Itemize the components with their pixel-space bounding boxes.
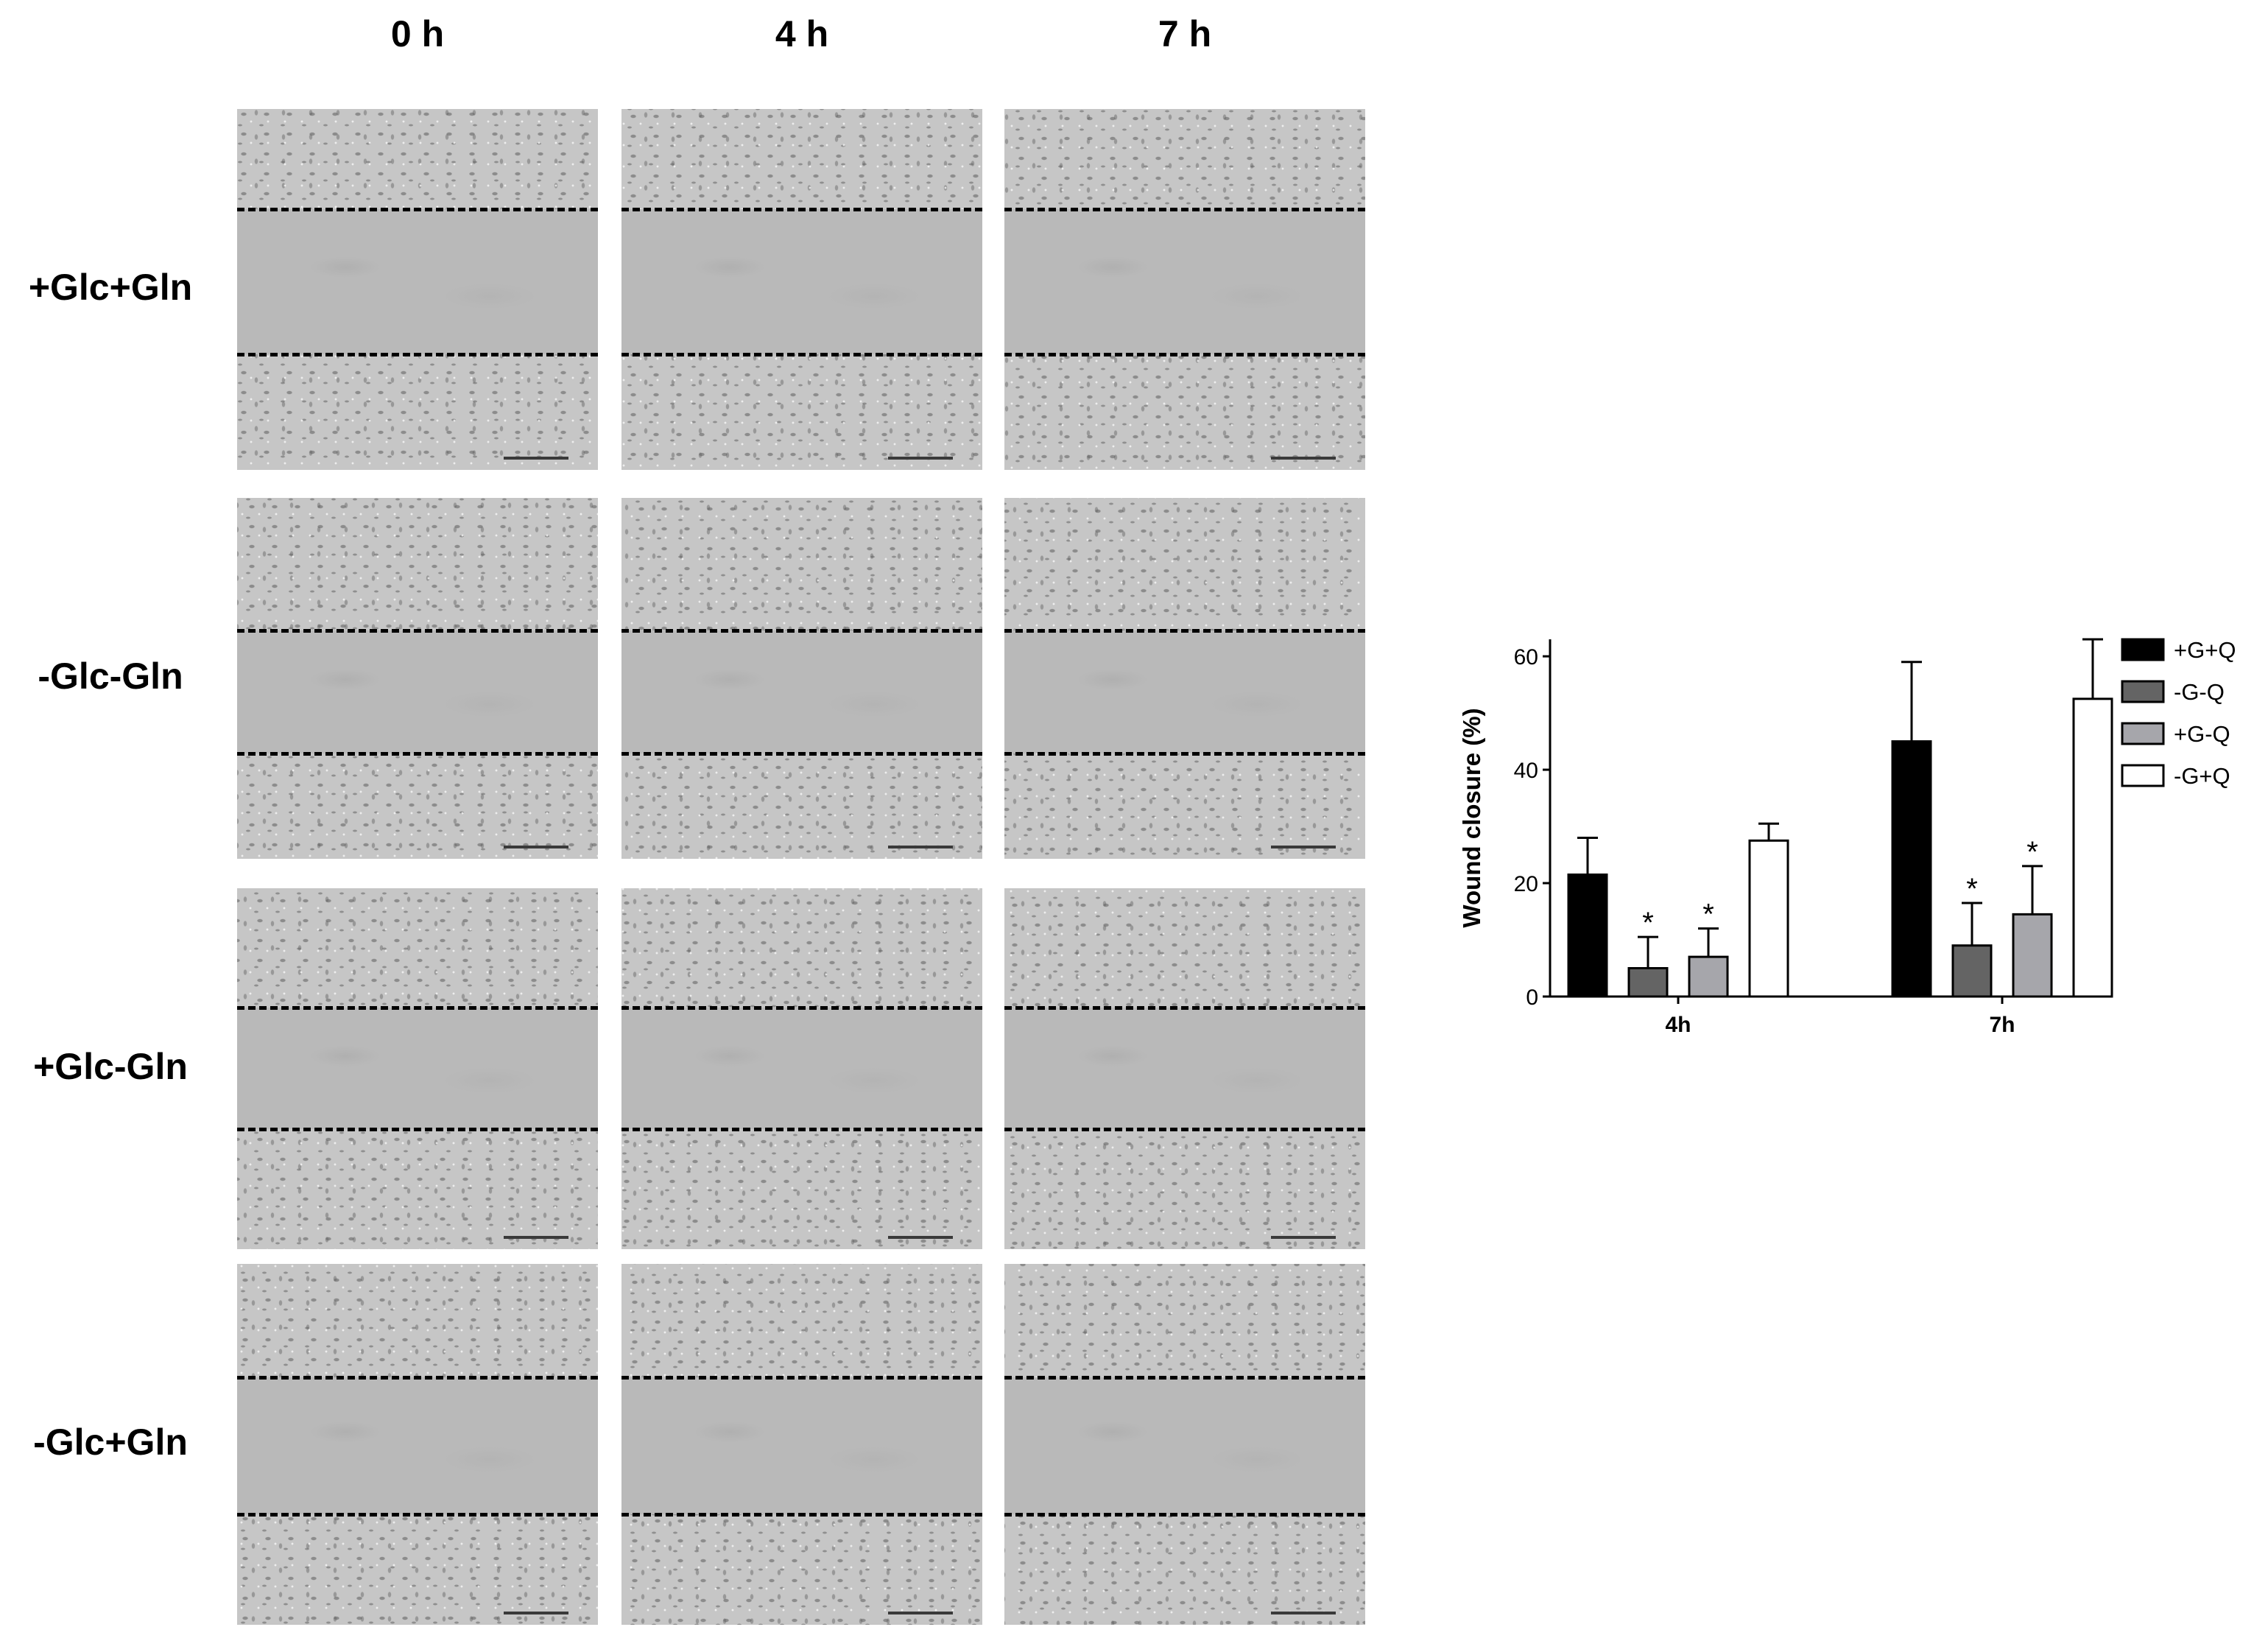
wound-edge-dashed-line — [1004, 1513, 1365, 1517]
bar — [2072, 697, 2113, 998]
scale-bar — [888, 1612, 953, 1614]
significance-asterisk: * — [2026, 836, 2038, 868]
scale-bar — [888, 846, 953, 848]
scale-bar — [1271, 457, 1336, 460]
bar — [1688, 955, 1729, 998]
y-axis-label: Wound closure (%) — [1458, 708, 1485, 927]
wound-edge-dashed-line — [1004, 353, 1365, 356]
wound-edge-dashed-line — [1004, 1376, 1365, 1380]
micrograph-panel — [1004, 1264, 1365, 1625]
bar — [1627, 967, 1669, 998]
x-tick-label: 4h — [1665, 1013, 1691, 1037]
wound-gap — [237, 630, 598, 753]
y-tick-label: 40 — [1514, 759, 1538, 783]
wound-gap — [621, 1008, 982, 1129]
micrograph-panel — [1004, 498, 1365, 859]
wound-gap — [621, 1377, 982, 1514]
bar — [2012, 913, 2053, 998]
significance-asterisk: * — [1966, 873, 1978, 905]
wound-gap — [621, 630, 982, 753]
wound-edge-dashed-line — [1004, 629, 1365, 633]
micrograph-panel — [1004, 888, 1365, 1249]
micrograph-panel — [237, 498, 598, 859]
wound-gap — [1004, 1377, 1365, 1514]
wound-edge-dashed-line — [621, 1513, 982, 1517]
wound-edge-dashed-line — [621, 629, 982, 633]
micrograph-panel — [621, 498, 982, 859]
scale-bar — [504, 1236, 568, 1239]
scale-bar — [1271, 1236, 1336, 1239]
scale-bar — [888, 1236, 953, 1239]
wound-gap — [621, 209, 982, 354]
micrograph-panel — [237, 888, 598, 1249]
scale-bar — [1271, 846, 1336, 848]
legend-label: +G+Q — [2174, 637, 2236, 663]
timepoint-header: 7 h — [1158, 13, 1212, 55]
wound-edge-dashed-line — [237, 208, 598, 211]
wound-edge-dashed-line — [237, 353, 598, 356]
bar — [1748, 839, 1789, 998]
y-tick-label: 0 — [1526, 985, 1538, 1010]
wound-edge-dashed-line — [237, 752, 598, 756]
wound-edge-dashed-line — [621, 1376, 982, 1380]
wound-edge-dashed-line — [621, 1128, 982, 1131]
legend-label: -G+Q — [2174, 763, 2230, 789]
condition-label: +Glc-Gln — [33, 1046, 188, 1087]
wound-edge-dashed-line — [237, 1376, 598, 1380]
wound-gap — [1004, 630, 1365, 753]
wound-edge-dashed-line — [237, 1513, 598, 1517]
micrograph-panel — [621, 109, 982, 470]
wound-gap — [1004, 1008, 1365, 1129]
legend-swatch — [2121, 764, 2165, 787]
y-tick-label: 60 — [1514, 645, 1538, 670]
wound-gap — [237, 209, 598, 354]
wound-edge-dashed-line — [621, 353, 982, 356]
wound-gap — [1004, 209, 1365, 354]
scale-bar — [504, 846, 568, 848]
micrograph-panel — [621, 1264, 982, 1625]
bar — [1567, 873, 1608, 998]
wound-closure-chart: 0 20 40 60 Wound closure (%) * * 4h * * 7h +G+Q -G-Q… — [1458, 637, 2236, 1037]
wound-edge-dashed-line — [1004, 752, 1365, 756]
significance-asterisk: * — [1702, 899, 1714, 931]
wound-edge-dashed-line — [237, 1006, 598, 1010]
scale-bar — [888, 457, 953, 460]
condition-label: +Glc+Gln — [28, 267, 193, 308]
bar — [1891, 740, 1932, 998]
wound-edge-dashed-line — [1004, 1006, 1365, 1010]
micrograph-panel — [1004, 109, 1365, 470]
wound-edge-dashed-line — [237, 1128, 598, 1131]
x-tick-label: 7h — [1989, 1013, 2015, 1037]
legend-swatch — [2121, 722, 2165, 745]
wound-gap — [237, 1008, 598, 1129]
significance-asterisk: * — [1642, 907, 1654, 939]
timepoint-header: 4 h — [775, 13, 829, 55]
timepoint-header: 0 h — [390, 13, 445, 55]
legend-swatch — [2121, 680, 2165, 703]
bar — [1951, 944, 1993, 998]
wound-edge-dashed-line — [237, 629, 598, 633]
scale-bar — [504, 1612, 568, 1614]
wound-edge-dashed-line — [1004, 1128, 1365, 1131]
wound-edge-dashed-line — [621, 752, 982, 756]
condition-label: -Glc-Gln — [38, 656, 183, 697]
wound-edge-dashed-line — [621, 208, 982, 211]
scale-bar — [1271, 1612, 1336, 1614]
scale-bar — [504, 457, 568, 460]
micrograph-panel — [237, 109, 598, 470]
wound-edge-dashed-line — [621, 1006, 982, 1010]
micrograph-panel — [621, 888, 982, 1249]
wound-gap — [237, 1377, 598, 1514]
legend-label: +G-Q — [2174, 721, 2230, 747]
legend-label: -G-Q — [2174, 679, 2225, 705]
wound-edge-dashed-line — [1004, 208, 1365, 211]
condition-label: -Glc+Gln — [33, 1422, 188, 1463]
micrograph-panel — [237, 1264, 598, 1625]
y-tick-label: 20 — [1514, 872, 1538, 896]
legend-swatch — [2121, 638, 2165, 661]
